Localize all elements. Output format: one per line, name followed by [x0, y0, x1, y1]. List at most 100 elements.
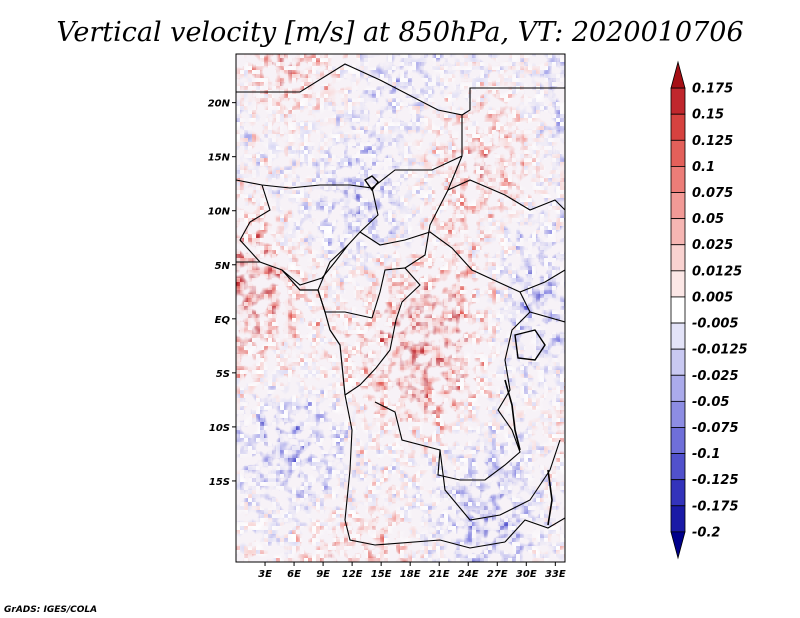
field-cell	[296, 74, 300, 78]
field-cell	[408, 254, 412, 258]
field-cell	[556, 250, 560, 254]
field-cell	[300, 194, 304, 198]
field-cell	[364, 202, 368, 206]
field-cell	[424, 230, 428, 234]
field-cell	[400, 174, 404, 178]
field-cell	[236, 242, 240, 246]
field-cell	[312, 270, 316, 274]
field-cell	[312, 138, 316, 142]
field-cell	[528, 170, 532, 174]
field-cell	[288, 130, 292, 134]
field-cell	[532, 182, 536, 186]
field-cell	[236, 282, 240, 286]
field-cell	[264, 130, 268, 134]
field-cell	[392, 234, 396, 238]
field-cell	[364, 82, 368, 86]
field-cell	[404, 102, 408, 106]
field-cell	[352, 126, 356, 130]
field-cell	[472, 130, 476, 134]
field-cell	[328, 182, 332, 186]
field-cell	[336, 194, 340, 198]
field-cell	[248, 270, 252, 274]
field-cell	[352, 166, 356, 170]
field-cell	[256, 150, 260, 154]
field-cell	[368, 58, 372, 62]
field-cell	[496, 230, 500, 234]
field-cell	[312, 226, 316, 230]
field-cell	[364, 182, 368, 186]
field-cell	[372, 262, 376, 266]
field-cell	[536, 238, 540, 242]
field-cell	[304, 258, 308, 262]
field-cell	[292, 242, 296, 246]
field-cell	[376, 258, 380, 262]
field-cell	[540, 74, 544, 78]
field-cell	[272, 150, 276, 154]
field-cell	[512, 166, 516, 170]
field-cell	[288, 170, 292, 174]
field-cell	[488, 150, 492, 154]
field-cell	[304, 274, 308, 278]
field-cell	[324, 154, 328, 158]
field-cell	[444, 246, 448, 250]
field-cell	[444, 150, 448, 154]
field-cell	[336, 166, 340, 170]
field-cell	[492, 138, 496, 142]
field-cell	[236, 286, 240, 290]
field-cell	[416, 118, 420, 122]
field-cell	[436, 210, 440, 214]
field-cell	[360, 286, 364, 290]
field-cell	[380, 130, 384, 134]
field-cell	[468, 174, 472, 178]
field-cell	[416, 122, 420, 126]
field-cell	[328, 246, 332, 250]
field-cell	[320, 70, 324, 74]
field-cell	[380, 210, 384, 214]
field-cell	[360, 186, 364, 190]
field-cell	[560, 178, 564, 182]
field-cell	[484, 78, 488, 82]
field-cell	[472, 194, 476, 198]
field-cell	[396, 146, 400, 150]
field-cell	[276, 134, 280, 138]
field-cell	[388, 70, 392, 74]
field-cell	[268, 198, 272, 202]
field-cell	[356, 54, 360, 58]
field-cell	[348, 170, 352, 174]
field-cell	[376, 82, 380, 86]
field-cell	[556, 218, 560, 222]
field-cell	[436, 110, 440, 114]
field-cell	[344, 122, 348, 126]
field-cell	[492, 150, 496, 154]
field-cell	[504, 162, 508, 166]
field-cell	[372, 214, 376, 218]
field-cell	[436, 66, 440, 70]
field-cell	[324, 110, 328, 114]
field-cell	[328, 170, 332, 174]
field-cell	[276, 278, 280, 282]
field-cell	[448, 202, 452, 206]
field-cell	[300, 238, 304, 242]
field-cell	[524, 194, 528, 198]
field-cell	[288, 238, 292, 242]
field-cell	[340, 206, 344, 210]
field-cell	[300, 218, 304, 222]
field-cell	[472, 66, 476, 70]
field-cell	[348, 86, 352, 90]
field-cell	[240, 174, 244, 178]
field-cell	[472, 98, 476, 102]
field-cell	[548, 206, 552, 210]
field-cell	[368, 226, 372, 230]
field-cell	[380, 98, 384, 102]
field-cell	[452, 106, 456, 110]
field-cell	[500, 182, 504, 186]
field-cell	[548, 238, 552, 242]
field-cell	[264, 54, 268, 58]
field-cell	[492, 154, 496, 158]
field-cell	[360, 78, 364, 82]
field-cell	[364, 62, 368, 66]
field-cell	[456, 242, 460, 246]
field-cell	[452, 86, 456, 90]
field-cell	[384, 126, 388, 130]
field-cell	[268, 170, 272, 174]
